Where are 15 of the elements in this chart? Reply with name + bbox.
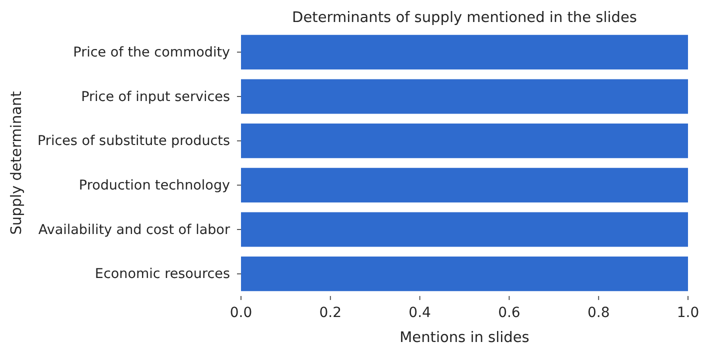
y-axis-title: Supply determinant	[9, 90, 25, 235]
y-tick-label: Availability and cost of labor	[38, 222, 230, 238]
x-tick-label: 1.0	[676, 305, 700, 321]
x-tick-label: 0.6	[498, 305, 520, 321]
y-tick-label: Price of input services	[81, 88, 230, 105]
x-tick-label: 0.2	[319, 305, 342, 321]
x-tick-label: 0.8	[587, 305, 610, 321]
x-axis-title: Mentions in slides	[400, 330, 530, 346]
x-tick-label: 0.4	[408, 305, 432, 321]
y-tick-label: Prices of substitute products	[38, 133, 230, 150]
chart-title: Determinants of supply mentioned in the slides	[292, 10, 637, 26]
y-tick-label: Economic resources	[94, 266, 230, 282]
y-tick-label: Price of the commodity	[73, 44, 230, 60]
y-tick-label: Production technology	[78, 177, 230, 194]
x-tick-label: 0.0	[230, 305, 252, 321]
